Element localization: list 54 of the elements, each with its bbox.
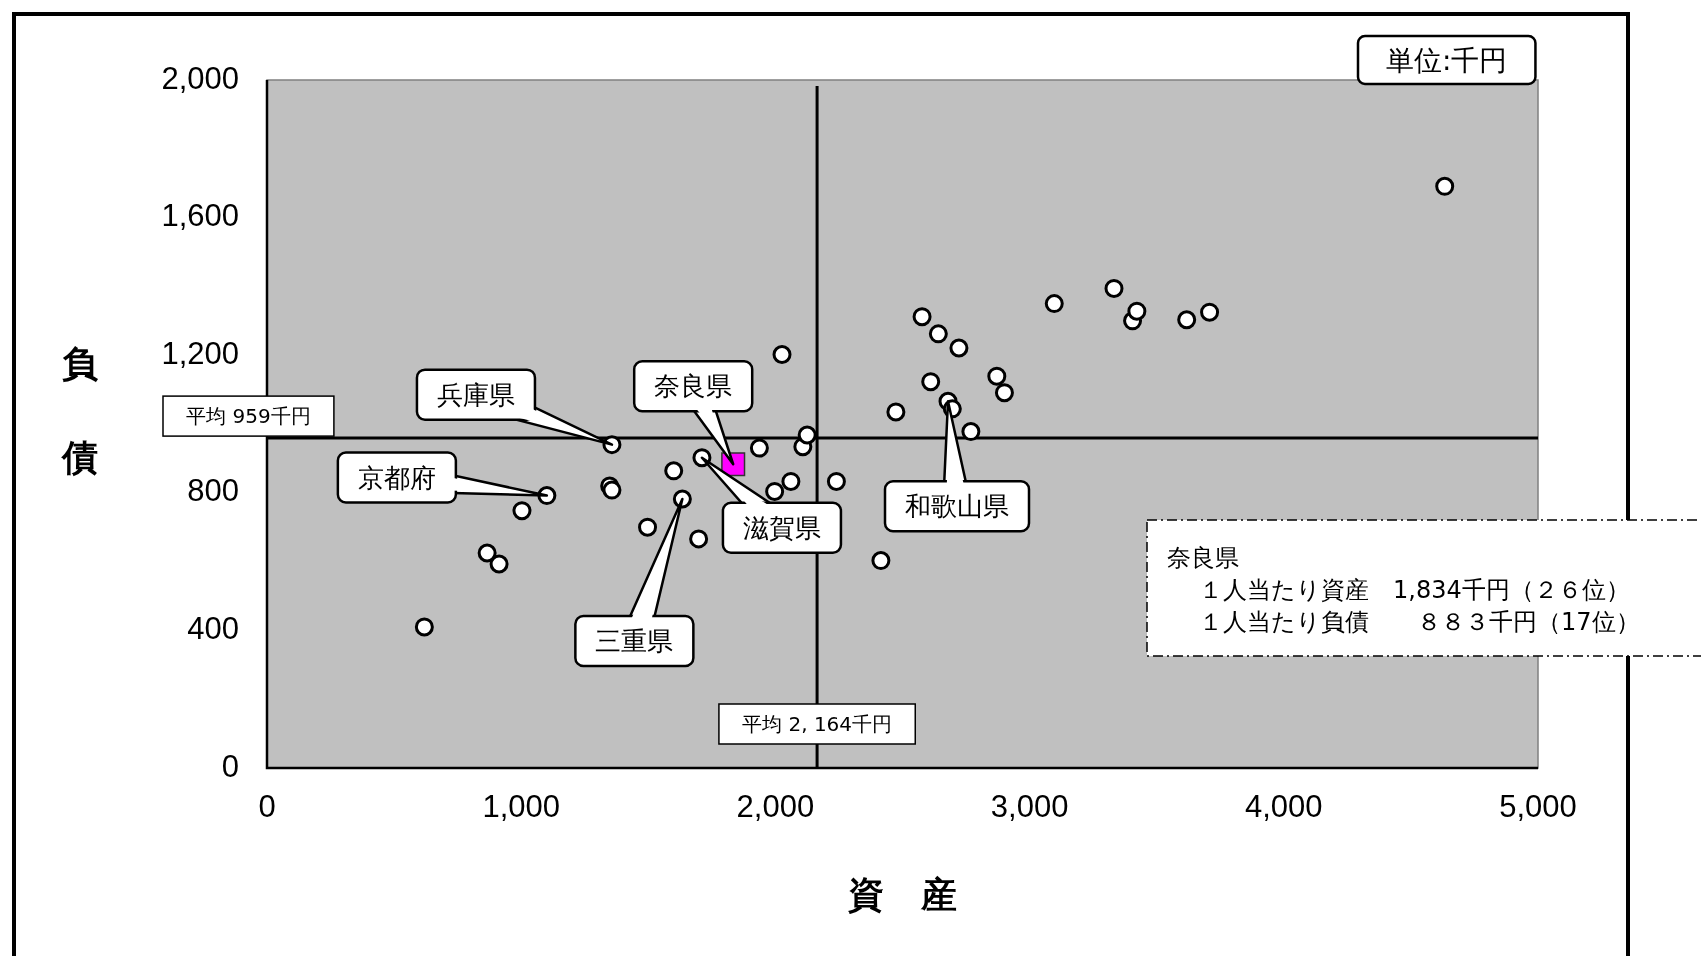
point [1435,176,1455,196]
x-tick-label: 4,000 [1245,789,1323,825]
point [664,461,684,481]
annotation: 三重県 [595,625,674,656]
point [1177,310,1197,330]
x-tick-label: 0 [258,789,276,825]
point [928,324,948,344]
point [781,471,801,491]
y-tick-label: 1,600 [161,198,239,234]
point [921,372,941,392]
x-axis-title: 資 産 [847,874,958,916]
point [961,422,981,442]
point [1044,294,1064,314]
y-tick-label: 400 [187,610,239,646]
ref-line-label: 平均 959千円 [186,404,311,429]
x-tick-label: 2,000 [736,789,815,825]
x-tick-label: 3,000 [990,789,1069,825]
point [871,551,891,571]
y-tick-label: 1,200 [161,335,239,371]
point [987,366,1007,386]
point [512,501,532,521]
annotation: 滋賀県 [742,512,821,543]
point [489,554,509,574]
point [1127,301,1147,321]
y-tick-label: 800 [187,473,239,509]
point [749,438,769,458]
y-tick-label: 0 [221,748,239,784]
annotation: １人当たり負債 ８８３千円（17位） [1199,608,1640,636]
annotation: 兵庫県 [436,379,515,410]
point [912,307,932,327]
text: 負債 [62,343,98,479]
point [826,471,846,491]
annotation: 奈良県 [654,371,733,402]
annotation: １人当たり資産 1,834千円（２６位） [1199,576,1630,604]
point [638,517,658,537]
x-tick-label: 5,000 [1499,789,1577,825]
ref-line-label: 平均 2, 164千円 [742,712,893,736]
point [477,543,497,563]
point [949,338,969,358]
point [1200,302,1220,322]
annotation: 奈良県 [1167,544,1239,572]
point [765,481,785,501]
point [797,425,817,445]
y-tick-label: 2,000 [161,60,239,96]
point [994,383,1014,403]
point [414,617,434,637]
annotation: 和歌山県 [905,491,1009,522]
point [1104,278,1124,298]
point [772,345,792,365]
point [689,529,709,549]
annotation: 京都府 [357,462,436,493]
x-tick-label: 1,000 [482,789,560,825]
text: 単位:千円 [1386,43,1508,77]
point [886,402,906,422]
